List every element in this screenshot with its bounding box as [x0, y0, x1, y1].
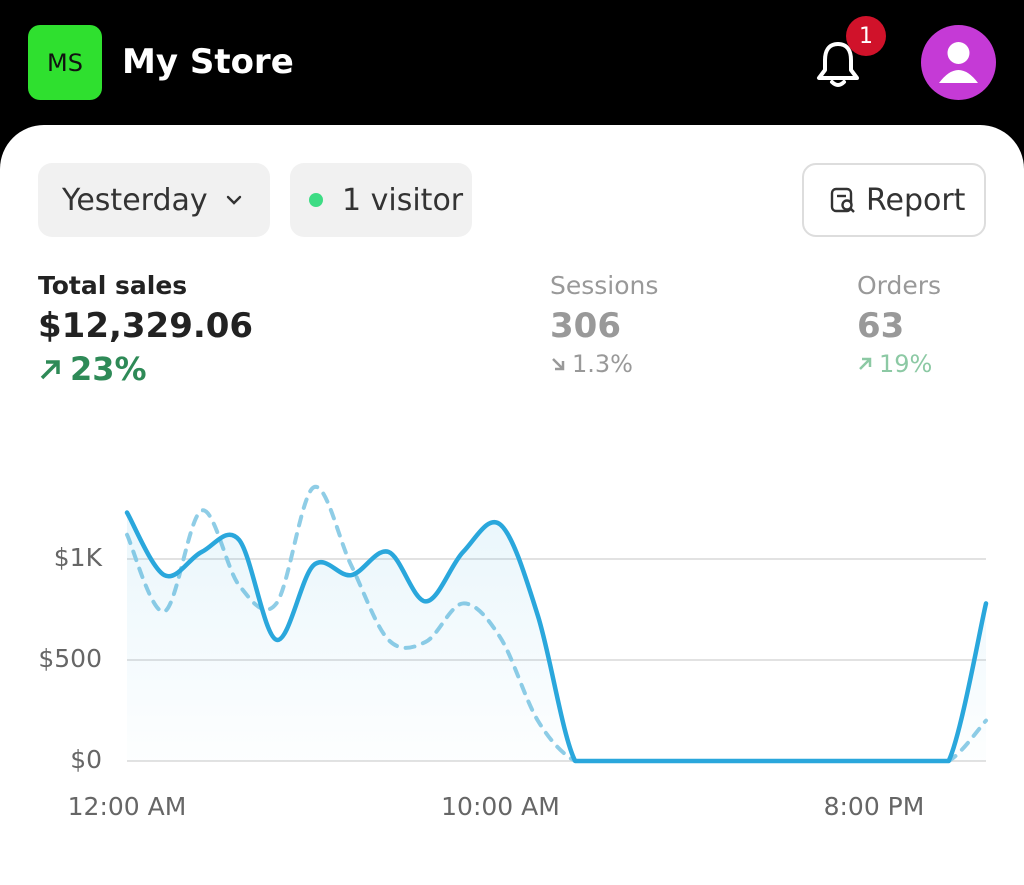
y-tick-label: $500 — [38, 644, 102, 673]
change-text: 19% — [879, 350, 933, 378]
y-tick-label: $0 — [70, 745, 102, 774]
up-arrow — [859, 357, 872, 370]
visitors-pill[interactable]: 1 visitor — [290, 163, 472, 237]
metric-value: 306 — [550, 306, 621, 346]
store-title[interactable]: My Store — [122, 42, 294, 82]
change-text: 23% — [70, 350, 147, 388]
report-button[interactable]: Report — [802, 163, 986, 237]
report-icon — [830, 187, 855, 213]
report-label: Report — [866, 182, 966, 218]
down-arrow — [552, 358, 565, 371]
live-dot — [309, 193, 323, 207]
metric-label: Sessions — [550, 271, 659, 300]
metric-label: Total sales — [38, 271, 188, 300]
chevron — [226, 195, 241, 205]
period-dropdown[interactable]: Yesterday — [38, 163, 270, 237]
metric-change: 19% — [857, 350, 932, 378]
notification-badge: 1 — [846, 16, 886, 56]
metric-change: 23% — [38, 350, 147, 388]
store-logo[interactable]: MS — [28, 25, 102, 100]
metric-value: $12,329.06 — [38, 306, 254, 346]
avatar[interactable] — [921, 25, 996, 100]
visitors-label: 1 visitor — [342, 182, 464, 218]
sales-line — [124, 510, 989, 764]
change-text: 1.3% — [572, 350, 633, 378]
metric-value: 63 — [857, 306, 905, 346]
y-tick-label: $1K — [54, 543, 103, 572]
metric-change: 1.3% — [550, 350, 633, 378]
x-tick-label: 10:00 AM — [441, 792, 560, 821]
period-label: Yesterday — [62, 182, 208, 218]
bell-icon[interactable] — [812, 38, 864, 90]
up-arrow — [40, 360, 60, 380]
x-tick-label: 8:00 PM — [824, 792, 925, 821]
x-tick-label: 12:00 AM — [68, 792, 187, 821]
metric-label: Orders — [857, 271, 942, 300]
area — [127, 512, 986, 761]
